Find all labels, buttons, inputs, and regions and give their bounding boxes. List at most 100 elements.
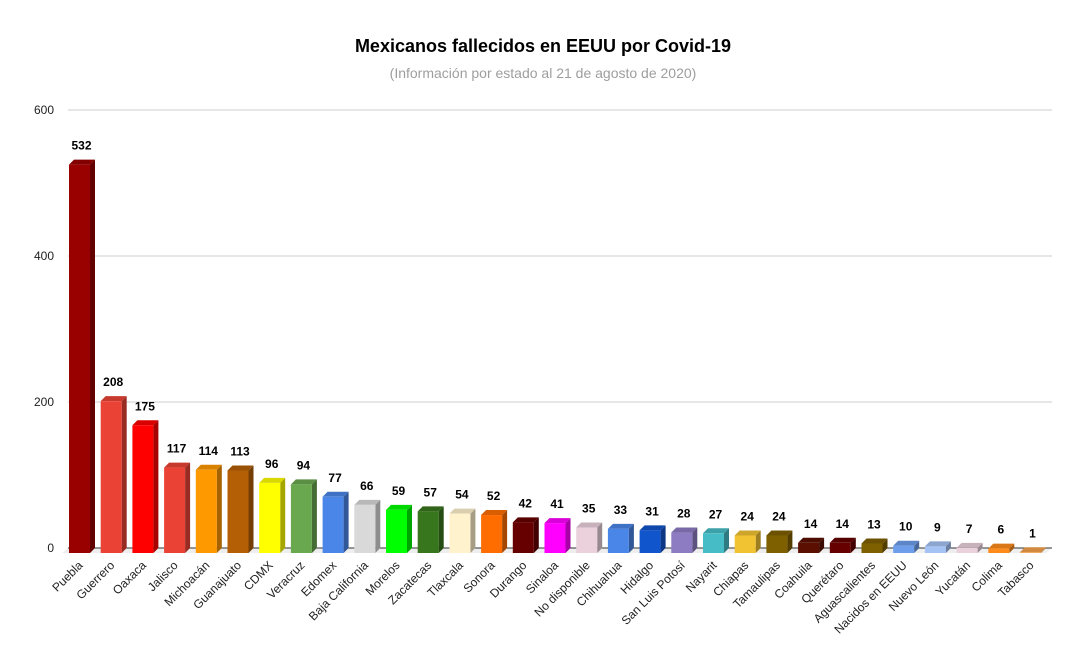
bar — [893, 545, 915, 553]
data-label: 66 — [360, 479, 374, 493]
data-label: 14 — [836, 517, 850, 531]
chart-subtitle: (Información por estado al 21 de agosto … — [390, 65, 697, 81]
bar-side — [533, 517, 539, 553]
bar-side — [1009, 543, 1015, 553]
bar — [100, 401, 122, 553]
bar-top — [69, 159, 95, 165]
bar-side — [1041, 547, 1046, 553]
data-label: 77 — [328, 471, 342, 485]
bar — [259, 482, 281, 553]
bar-side — [90, 159, 95, 553]
y-tick-label: 600 — [34, 103, 54, 117]
bar-side — [185, 462, 191, 553]
data-label: 52 — [487, 489, 501, 503]
bar-top — [481, 510, 508, 516]
bar-top — [290, 479, 317, 485]
data-label: 54 — [455, 488, 469, 502]
bar — [798, 542, 820, 553]
data-label: 59 — [392, 484, 406, 498]
bar — [132, 425, 154, 553]
bar-top — [671, 527, 698, 533]
bar-side — [248, 465, 254, 553]
bar-side — [502, 510, 508, 553]
bar-top — [924, 541, 951, 547]
bar — [703, 533, 724, 553]
bar — [924, 546, 946, 553]
bar — [322, 496, 344, 553]
bar-top — [893, 540, 920, 546]
data-label: 94 — [297, 458, 311, 472]
bar — [1020, 552, 1041, 553]
data-label: 27 — [709, 507, 723, 521]
bar — [481, 515, 503, 553]
bar-side — [628, 523, 634, 553]
bar — [512, 522, 534, 553]
bar-top — [195, 464, 222, 470]
bar-side — [438, 506, 444, 553]
data-label: 24 — [741, 509, 755, 523]
data-label: 14 — [804, 517, 818, 531]
bar-top — [100, 396, 127, 402]
bar — [639, 530, 661, 553]
data-label: 57 — [424, 485, 438, 499]
data-label: 175 — [135, 399, 155, 413]
data-label: 13 — [867, 518, 881, 532]
bar-top — [703, 528, 729, 534]
data-label: 208 — [103, 375, 123, 389]
bar-side — [375, 499, 381, 553]
bar — [734, 535, 756, 553]
bar-side — [882, 538, 888, 553]
chart-title: Mexicanos fallecidos en EEUU por Covid-1… — [355, 36, 731, 56]
bar-side — [787, 530, 793, 553]
data-label: 35 — [582, 501, 596, 515]
data-label: 6 — [997, 523, 1004, 537]
data-label: 113 — [230, 445, 250, 459]
bar-top — [798, 537, 825, 543]
bar — [69, 164, 90, 553]
data-label: 31 — [645, 504, 659, 518]
bar — [164, 467, 186, 553]
data-label: 24 — [772, 509, 786, 523]
bar-top — [227, 465, 254, 471]
bar-top — [861, 538, 888, 544]
data-label: 9 — [934, 520, 941, 534]
bar-side — [280, 477, 286, 553]
bar-top — [164, 462, 191, 468]
bar-tabasco: 1 Tabasco — [995, 526, 1046, 600]
bar — [449, 513, 471, 553]
bar — [861, 543, 883, 553]
x-tick-label: Tlaxcala — [425, 558, 467, 600]
data-label: 10 — [899, 520, 913, 534]
bar-side — [597, 522, 603, 553]
bar — [956, 547, 978, 553]
data-label: 42 — [519, 496, 533, 510]
bar-side — [343, 491, 349, 553]
bar-top — [956, 542, 983, 548]
data-label: 114 — [199, 444, 219, 458]
bar-side — [216, 464, 222, 553]
bar — [671, 532, 693, 553]
data-label: 96 — [265, 457, 279, 471]
bar — [544, 523, 566, 553]
bar — [290, 484, 312, 553]
bar-side — [724, 528, 729, 553]
data-label: 532 — [71, 139, 91, 153]
y-tick-label: 0 — [47, 541, 54, 555]
bar — [607, 528, 629, 553]
bar — [386, 509, 407, 553]
bar-side — [755, 530, 761, 553]
bar — [829, 542, 851, 553]
bar-side — [819, 537, 825, 553]
bar-top — [386, 504, 412, 510]
bar-side — [121, 396, 127, 553]
data-label: 33 — [614, 503, 628, 517]
bar — [417, 511, 439, 553]
bar-top — [766, 530, 793, 536]
bar-top — [988, 543, 1015, 549]
bar-top — [734, 530, 761, 536]
data-label: 117 — [167, 442, 187, 456]
bar-top — [322, 491, 349, 497]
bar — [988, 548, 1010, 553]
